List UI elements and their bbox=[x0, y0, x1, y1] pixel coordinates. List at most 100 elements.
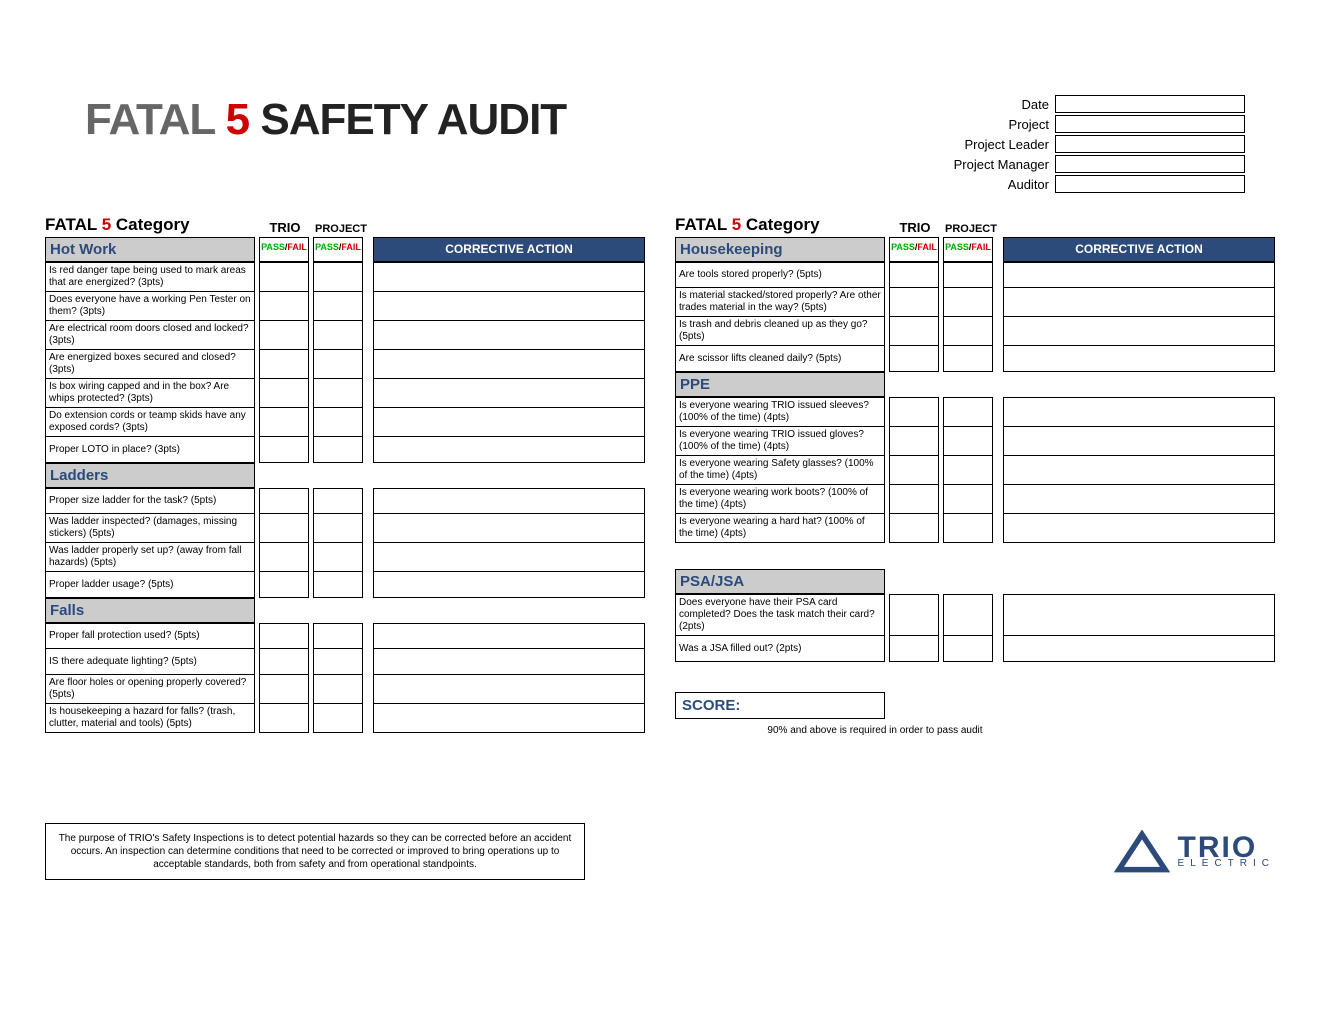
trio-passfail-cell[interactable] bbox=[259, 321, 309, 350]
audit-question: Is material stacked/stored properly? Are… bbox=[675, 288, 885, 317]
project-passfail-cell[interactable] bbox=[943, 397, 993, 427]
project-input[interactable] bbox=[1055, 115, 1245, 133]
corrective-action-cell[interactable] bbox=[373, 543, 645, 572]
project-passfail-cell[interactable] bbox=[313, 543, 363, 572]
corrective-action-cell[interactable] bbox=[373, 572, 645, 598]
trio-passfail-cell[interactable] bbox=[259, 292, 309, 321]
date-input[interactable] bbox=[1055, 95, 1245, 113]
manager-label: Project Manager bbox=[954, 157, 1049, 172]
category-header: FATAL 5 Category bbox=[45, 215, 255, 235]
corrective-action-cell[interactable] bbox=[1003, 346, 1275, 372]
project-passfail-cell[interactable] bbox=[943, 317, 993, 346]
corrective-action-cell[interactable] bbox=[1003, 514, 1275, 543]
project-passfail-cell[interactable] bbox=[313, 675, 363, 704]
trio-passfail-cell[interactable] bbox=[889, 288, 939, 317]
corrective-action-cell[interactable] bbox=[373, 379, 645, 408]
trio-passfail-cell[interactable] bbox=[259, 437, 309, 463]
trio-logo: TRIO ELECTRIC bbox=[1114, 830, 1275, 874]
trio-passfail-cell[interactable] bbox=[889, 262, 939, 288]
project-passfail-cell[interactable] bbox=[313, 262, 363, 292]
project-passfail-cell[interactable] bbox=[943, 485, 993, 514]
corrective-action-cell[interactable] bbox=[1003, 456, 1275, 485]
corrective-action-cell[interactable] bbox=[373, 514, 645, 543]
project-passfail-cell[interactable] bbox=[313, 350, 363, 379]
corrective-action-cell[interactable] bbox=[373, 321, 645, 350]
project-passfail-cell[interactable] bbox=[313, 572, 363, 598]
project-passfail-cell[interactable] bbox=[313, 379, 363, 408]
corrective-action-cell[interactable] bbox=[373, 649, 645, 675]
trio-passfail-cell[interactable] bbox=[259, 488, 309, 514]
project-passfail-cell[interactable] bbox=[313, 321, 363, 350]
project-passfail-cell[interactable] bbox=[313, 514, 363, 543]
audit-question: Proper size ladder for the task? (5pts) bbox=[45, 488, 255, 514]
manager-input[interactable] bbox=[1055, 155, 1245, 173]
audit-question: Does everyone have their PSA card comple… bbox=[675, 594, 885, 636]
audit-question: Are tools stored properly? (5pts) bbox=[675, 262, 885, 288]
trio-passfail-cell[interactable] bbox=[889, 485, 939, 514]
trio-passfail-cell[interactable] bbox=[889, 456, 939, 485]
project-passfail-cell[interactable] bbox=[943, 427, 993, 456]
trio-passfail-cell[interactable] bbox=[259, 704, 309, 733]
trio-passfail-cell[interactable] bbox=[889, 636, 939, 662]
corrective-action-cell[interactable] bbox=[1003, 317, 1275, 346]
project-passfail-cell[interactable] bbox=[313, 408, 363, 437]
corrective-action-cell[interactable] bbox=[1003, 594, 1275, 636]
trio-passfail-cell[interactable] bbox=[259, 572, 309, 598]
trio-passfail-cell[interactable] bbox=[259, 543, 309, 572]
trio-passfail-cell[interactable] bbox=[259, 379, 309, 408]
project-passfail-cell[interactable] bbox=[943, 288, 993, 317]
corrective-action-cell[interactable] bbox=[1003, 262, 1275, 288]
project-passfail-cell[interactable] bbox=[313, 649, 363, 675]
project-passfail-cell[interactable] bbox=[943, 514, 993, 543]
project-passfail-cell[interactable] bbox=[943, 456, 993, 485]
audit-question: Is trash and debris cleaned up as they g… bbox=[675, 317, 885, 346]
title-five: 5 bbox=[226, 95, 249, 144]
trio-passfail-cell[interactable] bbox=[259, 649, 309, 675]
trio-passfail-cell[interactable] bbox=[259, 262, 309, 292]
leader-input[interactable] bbox=[1055, 135, 1245, 153]
audit-question: Are electrical room doors closed and loc… bbox=[45, 321, 255, 350]
trio-passfail-cell[interactable] bbox=[259, 350, 309, 379]
trio-passfail-cell[interactable] bbox=[259, 675, 309, 704]
audit-question: Proper fall protection used? (5pts) bbox=[45, 623, 255, 649]
trio-passfail-cell[interactable] bbox=[889, 397, 939, 427]
trio-passfail-cell[interactable] bbox=[889, 514, 939, 543]
corrective-action-cell[interactable] bbox=[1003, 288, 1275, 317]
category-header: FATAL 5 Category bbox=[675, 215, 885, 235]
title-prefix: FATAL bbox=[85, 95, 214, 144]
corrective-action-cell[interactable] bbox=[373, 350, 645, 379]
trio-passfail-cell[interactable] bbox=[889, 317, 939, 346]
corrective-action-cell[interactable] bbox=[1003, 636, 1275, 662]
date-label: Date bbox=[1022, 97, 1049, 112]
project-passfail-cell[interactable] bbox=[313, 488, 363, 514]
corrective-action-cell[interactable] bbox=[1003, 397, 1275, 427]
trio-passfail-cell[interactable] bbox=[889, 427, 939, 456]
corrective-action-cell[interactable] bbox=[373, 675, 645, 704]
leader-label: Project Leader bbox=[964, 137, 1049, 152]
project-passfail-cell[interactable] bbox=[943, 262, 993, 288]
trio-passfail-cell[interactable] bbox=[259, 408, 309, 437]
project-passfail-cell[interactable] bbox=[313, 292, 363, 321]
project-passfail-cell[interactable] bbox=[313, 437, 363, 463]
project-passfail-cell[interactable] bbox=[943, 636, 993, 662]
audit-question: Is red danger tape being used to mark ar… bbox=[45, 262, 255, 292]
auditor-input[interactable] bbox=[1055, 175, 1245, 193]
corrective-action-cell[interactable] bbox=[1003, 427, 1275, 456]
trio-passfail-cell[interactable] bbox=[259, 623, 309, 649]
corrective-action-cell[interactable] bbox=[373, 623, 645, 649]
corrective-action-cell[interactable] bbox=[373, 408, 645, 437]
trio-passfail-cell[interactable] bbox=[889, 346, 939, 372]
corrective-action-cell[interactable] bbox=[373, 262, 645, 292]
corrective-action-cell[interactable] bbox=[373, 704, 645, 733]
auditor-label: Auditor bbox=[1008, 177, 1049, 192]
project-passfail-cell[interactable] bbox=[313, 704, 363, 733]
corrective-action-cell[interactable] bbox=[1003, 485, 1275, 514]
trio-passfail-cell[interactable] bbox=[259, 514, 309, 543]
project-passfail-cell[interactable] bbox=[943, 346, 993, 372]
corrective-action-cell[interactable] bbox=[373, 488, 645, 514]
project-passfail-cell[interactable] bbox=[313, 623, 363, 649]
corrective-action-cell[interactable] bbox=[373, 292, 645, 321]
corrective-action-cell[interactable] bbox=[373, 437, 645, 463]
trio-passfail-cell[interactable] bbox=[889, 594, 939, 636]
project-passfail-cell[interactable] bbox=[943, 594, 993, 636]
